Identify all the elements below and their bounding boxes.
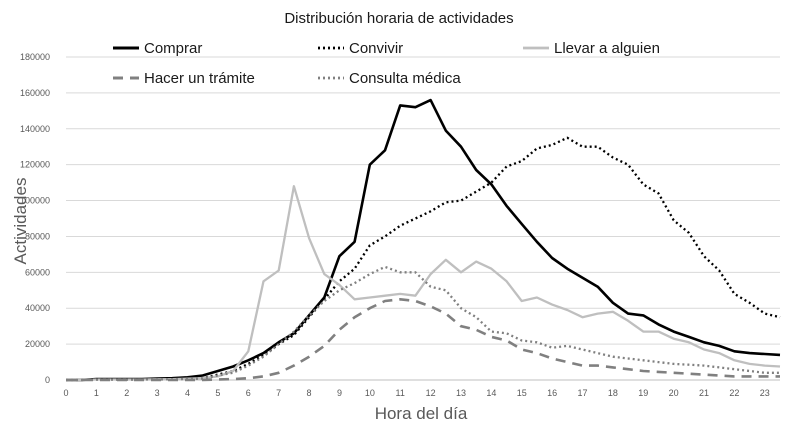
x-tick-label: 18 (608, 388, 618, 398)
series-lines (66, 98, 781, 382)
y-tick-label: 0 (45, 375, 50, 385)
x-tick-label: 15 (517, 388, 527, 398)
x-tick-label: 23 (760, 388, 770, 398)
y-tick-label: 180000 (20, 52, 50, 62)
legend-label: Hacer un trámite (144, 70, 255, 87)
y-tick-label: 140000 (20, 124, 50, 134)
y-tick-label: 160000 (20, 88, 50, 98)
x-tick-label: 9 (337, 388, 342, 398)
y-tick-label: 80000 (25, 231, 50, 241)
x-tick-label: 3 (155, 388, 160, 398)
x-tick-label: 2 (124, 388, 129, 398)
x-tick-label: 12 (426, 388, 436, 398)
x-tick-label: 17 (578, 388, 588, 398)
x-tick-label: 4 (185, 388, 190, 398)
y-tick-label: 20000 (25, 339, 50, 349)
legend-label: Comprar (144, 40, 202, 57)
y-tick-label: 100000 (20, 196, 50, 206)
x-tick-label: 21 (699, 388, 709, 398)
x-tick-label: 16 (547, 388, 557, 398)
x-tick-label: 22 (729, 388, 739, 398)
legend-label: Consulta médica (349, 70, 461, 87)
x-tick-label: 5 (215, 388, 220, 398)
series-line-consulta-medica (66, 265, 780, 382)
y-tick-label: 40000 (25, 303, 50, 313)
x-tick-label: 20 (669, 388, 679, 398)
x-tick-label: 6 (246, 388, 251, 398)
x-tick-label: 7 (276, 388, 281, 398)
x-tick-label: 13 (456, 388, 466, 398)
x-tick-label: 19 (638, 388, 648, 398)
legend: Comprar Convivir Llevar a alguien Hacer un … (113, 40, 660, 87)
grid-lines (66, 56, 780, 345)
y-axis-ticks: 0 20000 40000 60000 80000 100000 120000 140000 1… (20, 52, 50, 385)
y-tick-label: 120000 (20, 160, 50, 170)
x-tick-label: 1 (94, 388, 99, 398)
series-line-llevar-a-alguien (66, 185, 781, 382)
legend-label: Llevar a alguien (554, 40, 660, 57)
series-line-convivir (66, 136, 781, 382)
series-line-hacer-un-tramite (66, 297, 780, 382)
legend-label: Convivir (349, 40, 403, 57)
x-tick-label: 11 (396, 388, 405, 398)
chart-title: Distribución horaria de actividades (284, 10, 513, 27)
x-axis-ticks: 0 1 2 3 4 5 6 7 8 9 10 11 12 13 14 15 16 17 18 19 20 21 22 23 (63, 388, 769, 398)
y-axis-title: Actividades (11, 178, 30, 265)
x-tick-label: 0 (63, 388, 68, 398)
series-line-comprar (66, 98, 781, 382)
x-tick-label: 10 (365, 388, 375, 398)
x-axis-title: Hora del día (375, 404, 468, 423)
x-tick-label: 14 (486, 388, 496, 398)
x-tick-label: 8 (307, 388, 312, 398)
y-tick-label: 60000 (25, 267, 50, 277)
